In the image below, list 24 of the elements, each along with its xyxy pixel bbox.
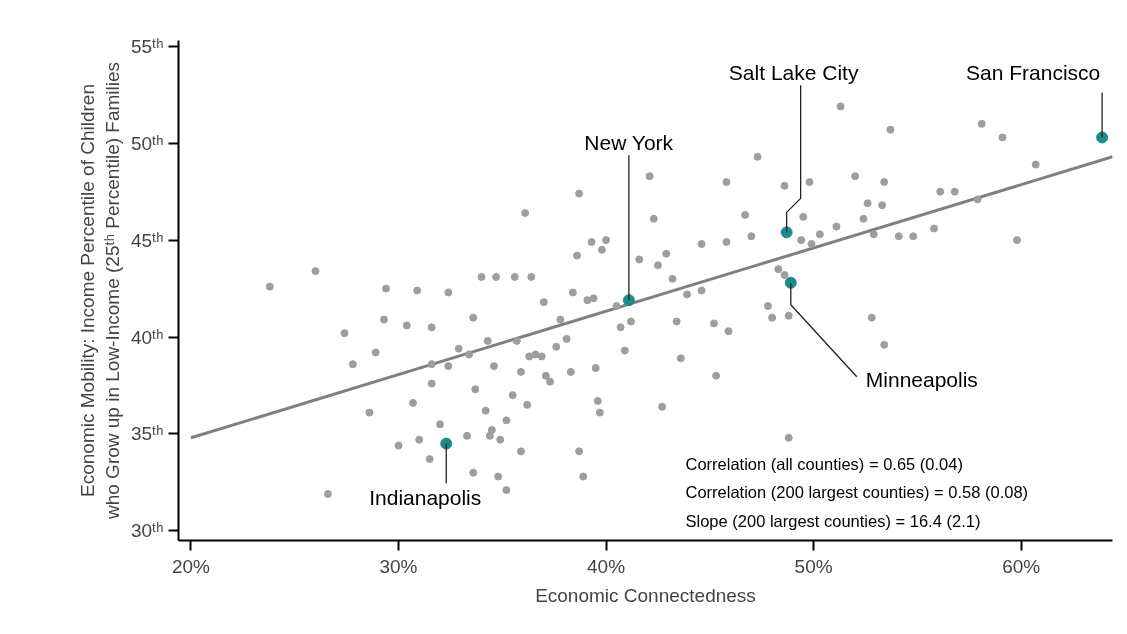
point	[440, 437, 453, 450]
y-tick-label: 55ᵗʰ	[130, 35, 164, 57]
x-tick-label: 50%	[794, 555, 833, 577]
point	[780, 226, 793, 239]
y-axis-title: Economic Mobility: Income Percentile of Children who Grow up in Low-Income (25ᵗʰ Percentile) Families	[76, 61, 123, 521]
x-tick-label: 60%	[1002, 555, 1041, 577]
x-tick-label: 30%	[379, 555, 418, 577]
annotation: Indianapolis	[369, 486, 482, 510]
annotation: Correlation (all counties) = 0.65 (0.04)	[685, 454, 963, 473]
y-tick-label: 45ᵗʰ	[130, 229, 164, 251]
y-tick-label: 40ᵗʰ	[130, 326, 164, 348]
annotation: Minneapolis	[865, 368, 978, 392]
y-tick-label: 50ᵗʰ	[130, 132, 164, 154]
annotation: Slope (200 largest counties) = 16.4 (2.1)	[685, 511, 981, 530]
x-tick-label: 40%	[587, 555, 626, 577]
annotation: San Francisco	[966, 60, 1101, 84]
annotation: Correlation (200 largest counties) = 0.58 (0.08)	[685, 483, 1029, 501]
x-axis-title: Economic Connectedness	[535, 584, 756, 606]
x-tick-label: 20%	[171, 555, 211, 577]
point	[784, 276, 797, 289]
annotation: Salt Lake City	[728, 60, 859, 84]
y-tick-label: 30ᵗʰ	[130, 520, 164, 542]
y-tick-label: 35ᵗʰ	[130, 423, 164, 445]
annotation: New York	[584, 130, 674, 154]
